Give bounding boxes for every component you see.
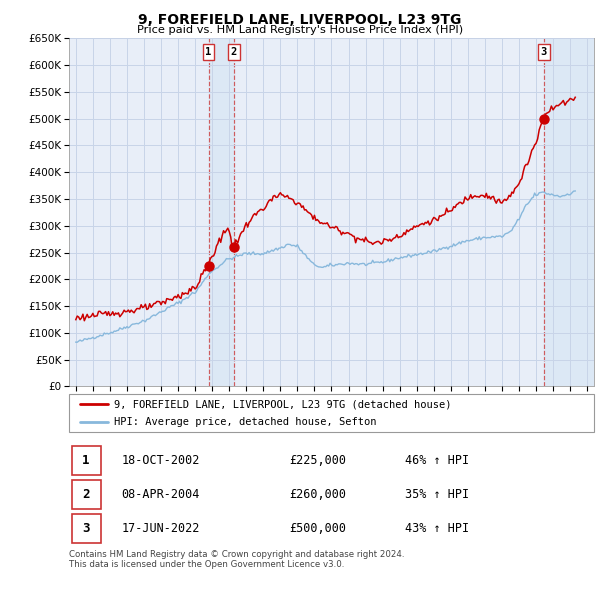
Text: Contains HM Land Registry data © Crown copyright and database right 2024.
This d: Contains HM Land Registry data © Crown c… xyxy=(69,550,404,569)
Text: 18-OCT-2002: 18-OCT-2002 xyxy=(121,454,200,467)
Text: 2: 2 xyxy=(82,487,90,501)
Text: 1: 1 xyxy=(82,454,90,467)
Text: 9, FOREFIELD LANE, LIVERPOOL, L23 9TG: 9, FOREFIELD LANE, LIVERPOOL, L23 9TG xyxy=(139,13,461,27)
Text: 43% ↑ HPI: 43% ↑ HPI xyxy=(405,522,469,535)
FancyBboxPatch shape xyxy=(71,514,101,543)
Text: 35% ↑ HPI: 35% ↑ HPI xyxy=(405,487,469,501)
Text: £500,000: £500,000 xyxy=(290,522,347,535)
Text: 17-JUN-2022: 17-JUN-2022 xyxy=(121,522,200,535)
Text: 3: 3 xyxy=(541,47,547,57)
Text: 1: 1 xyxy=(205,47,212,57)
FancyBboxPatch shape xyxy=(71,445,101,474)
FancyBboxPatch shape xyxy=(71,480,101,509)
Text: 9, FOREFIELD LANE, LIVERPOOL, L23 9TG (detached house): 9, FOREFIELD LANE, LIVERPOOL, L23 9TG (d… xyxy=(113,399,451,409)
Bar xyxy=(544,38,596,386)
Text: HPI: Average price, detached house, Sefton: HPI: Average price, detached house, Seft… xyxy=(113,417,376,427)
Text: 08-APR-2004: 08-APR-2004 xyxy=(121,487,200,501)
Text: £260,000: £260,000 xyxy=(290,487,347,501)
Text: £225,000: £225,000 xyxy=(290,454,347,467)
Text: 3: 3 xyxy=(82,522,90,535)
Text: Price paid vs. HM Land Registry's House Price Index (HPI): Price paid vs. HM Land Registry's House … xyxy=(137,25,463,35)
Text: 2: 2 xyxy=(231,47,237,57)
Text: 46% ↑ HPI: 46% ↑ HPI xyxy=(405,454,469,467)
Bar xyxy=(209,38,234,386)
